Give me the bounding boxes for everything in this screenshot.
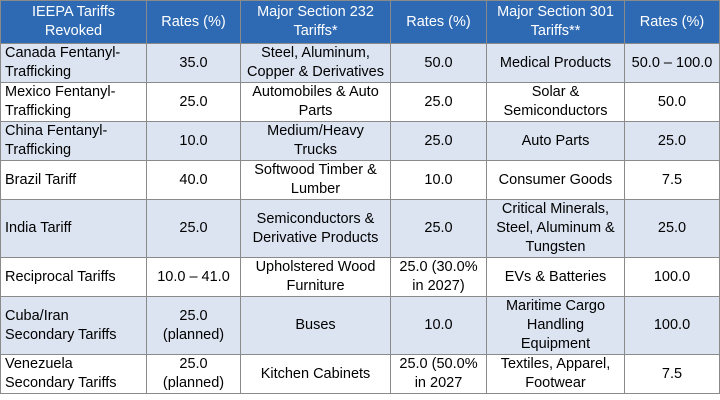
cell-section-232-tariff: Upholstered Wood Furniture: [240, 257, 391, 297]
cell-section-232-rate: 10.0: [390, 296, 487, 355]
cell-ieepa-rate: 10.0: [146, 121, 241, 161]
cell-section-301-rate: 50.0 – 100.0: [624, 43, 720, 83]
cell-ieepa-tariff: Cuba/Iran Secondary Tariffs: [0, 296, 147, 355]
cell-section-301-tariff: Maritime Cargo Handling Equipment: [486, 296, 625, 355]
table-row: Cuba/Iran Secondary Tariffs 25.0 (planned…: [0, 296, 720, 355]
cell-ieepa-tariff: Canada Fentanyl-Trafficking: [0, 43, 147, 83]
cell-section-301-rate: 7.5: [624, 354, 720, 394]
cell-ieepa-rate: 35.0: [146, 43, 241, 83]
cell-section-301-rate: 25.0: [624, 121, 720, 161]
header-section-301-rates: Rates (%): [624, 0, 720, 44]
cell-section-301-rate: 100.0: [624, 296, 720, 355]
cell-ieepa-rate: 40.0: [146, 160, 241, 200]
cell-section-301-tariff: EVs & Batteries: [486, 257, 625, 297]
cell-section-232-tariff: Softwood Timber & Lumber: [240, 160, 391, 200]
header-ieepa-tariffs: IEEPA Tariffs Revoked: [0, 0, 147, 44]
table-row: India Tariff 25.0 Semiconductors & Derivat…: [0, 199, 720, 258]
cell-section-232-rate: 25.0: [390, 82, 487, 122]
cell-ieepa-tariff: Reciprocal Tariffs: [0, 257, 147, 297]
cell-section-232-tariff: Kitchen Cabinets: [240, 354, 391, 394]
table-row: Brazil Tariff 40.0 Softwood Timber & Lumbe…: [0, 160, 720, 200]
cell-section-301-tariff: Critical Minerals, Steel, Aluminum & Tun…: [486, 199, 625, 258]
cell-section-301-rate: 50.0: [624, 82, 720, 122]
cell-section-301-rate: 7.5: [624, 160, 720, 200]
cell-section-301-tariff: Consumer Goods: [486, 160, 625, 200]
cell-ieepa-rate: 25.0 (planned): [146, 296, 241, 355]
cell-section-232-tariff: Steel, Aluminum, Copper & Derivatives: [240, 43, 391, 83]
cell-section-301-tariff: Auto Parts: [486, 121, 625, 161]
header-section-232-rates: Rates (%): [390, 0, 487, 44]
cell-ieepa-tariff: Venezuela Secondary Tariffs: [0, 354, 147, 394]
cell-section-301-rate: 100.0: [624, 257, 720, 297]
table-row: Mexico Fentanyl-Trafficking 25.0 Automobil…: [0, 82, 720, 122]
cell-ieepa-tariff: Mexico Fentanyl-Trafficking: [0, 82, 147, 122]
cell-section-301-tariff: Solar & Semiconductors: [486, 82, 625, 122]
header-ieepa-rates: Rates (%): [146, 0, 241, 44]
header-section-232-tariffs: Major Section 232 Tariffs*: [240, 0, 391, 44]
cell-ieepa-rate: 25.0 (planned): [146, 354, 241, 394]
cell-ieepa-tariff: India Tariff: [0, 199, 147, 258]
cell-section-301-rate: 25.0: [624, 199, 720, 258]
cell-section-232-rate: 50.0: [390, 43, 487, 83]
cell-section-232-rate: 25.0 (50.0% in 2027: [390, 354, 487, 394]
cell-ieepa-tariff: China Fentanyl-Trafficking: [0, 121, 147, 161]
cell-section-232-tariff: Automobiles & Auto Parts: [240, 82, 391, 122]
cell-ieepa-rate: 10.0 – 41.0: [146, 257, 241, 297]
cell-section-232-rate: 25.0: [390, 199, 487, 258]
cell-ieepa-rate: 25.0: [146, 82, 241, 122]
cell-ieepa-tariff: Brazil Tariff: [0, 160, 147, 200]
cell-section-232-rate: 25.0 (30.0% in 2027): [390, 257, 487, 297]
cell-section-301-tariff: Textiles, Apparel, Footwear: [486, 354, 625, 394]
cell-section-232-tariff: Medium/Heavy Trucks: [240, 121, 391, 161]
table-row: Venezuela Secondary Tariffs 25.0 (planned…: [0, 354, 720, 394]
cell-section-232-tariff: Semiconductors & Derivative Products: [240, 199, 391, 258]
table-header-row: IEEPA Tariffs Revoked Rates (%) Major Se…: [0, 0, 720, 44]
table-row: Reciprocal Tariffs 10.0 – 41.0 Upholstered…: [0, 257, 720, 297]
table-row: Canada Fentanyl-Trafficking 35.0 Steel, Al…: [0, 43, 720, 83]
table-row: China Fentanyl-Trafficking 10.0 Medium/Hea…: [0, 121, 720, 161]
cell-section-232-tariff: Buses: [240, 296, 391, 355]
cell-section-301-tariff: Medical Products: [486, 43, 625, 83]
cell-section-232-rate: 10.0: [390, 160, 487, 200]
cell-section-232-rate: 25.0: [390, 121, 487, 161]
header-section-301-tariffs: Major Section 301 Tariffs**: [486, 0, 625, 44]
cell-ieepa-rate: 25.0: [146, 199, 241, 258]
